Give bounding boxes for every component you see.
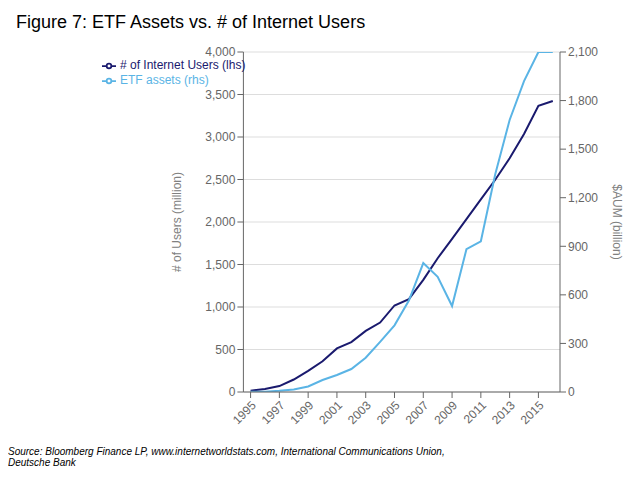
svg-text:2009: 2009: [431, 398, 460, 427]
svg-text:3,500: 3,500: [205, 88, 235, 102]
svg-text:1997: 1997: [259, 398, 288, 427]
svg-text:2,100: 2,100: [568, 45, 598, 59]
html-text:Deutsche Bank: Deutsche Bank: [8, 457, 76, 468]
svg-text:2,000: 2,000: [205, 215, 235, 229]
svg-text:2015: 2015: [518, 398, 547, 427]
svg-text:2013: 2013: [489, 398, 518, 427]
svg-text:3,000: 3,000: [205, 130, 235, 144]
svg-text:900: 900: [568, 240, 588, 254]
svg-text:1,000: 1,000: [205, 300, 235, 314]
svg-text:300: 300: [568, 337, 588, 351]
svg-text:# of Users (million): # of Users (million): [170, 172, 184, 272]
html-text:Figure 7: ETF Assets vs. # of: Figure 7: ETF Assets vs. # of Internet U…: [16, 12, 366, 32]
svg-text:2011: 2011: [461, 398, 489, 426]
html-text:Source: Bloomberg Finance LP,: Source: Bloomberg Finance LP, www.intern…: [8, 446, 445, 457]
svg-text:500: 500: [215, 343, 235, 357]
svg-text:2,500: 2,500: [205, 173, 235, 187]
svg-text:4,000: 4,000: [205, 45, 235, 59]
svg-text:1995: 1995: [230, 398, 259, 427]
html-text:# of Internet Users (lhs): # of Internet Users (lhs): [120, 58, 246, 72]
svg-text:1,200: 1,200: [568, 191, 598, 205]
svg-text:2001: 2001: [316, 398, 345, 427]
svg-text:0: 0: [229, 385, 236, 399]
svg-text:2003: 2003: [345, 398, 374, 427]
svg-text:$AUM (billion): $AUM (billion): [610, 184, 624, 259]
svg-text:0: 0: [568, 385, 575, 399]
svg-text:1,500: 1,500: [568, 142, 598, 156]
html-text:ETF assets (rhs): ETF assets (rhs): [120, 72, 209, 87]
svg-text:600: 600: [568, 288, 588, 302]
svg-text:1,500: 1,500: [205, 258, 235, 272]
svg-text:1999: 1999: [288, 398, 317, 427]
svg-text:1,800: 1,800: [568, 94, 598, 108]
svg-text:2005: 2005: [374, 398, 403, 427]
svg-text:2007: 2007: [403, 398, 432, 427]
